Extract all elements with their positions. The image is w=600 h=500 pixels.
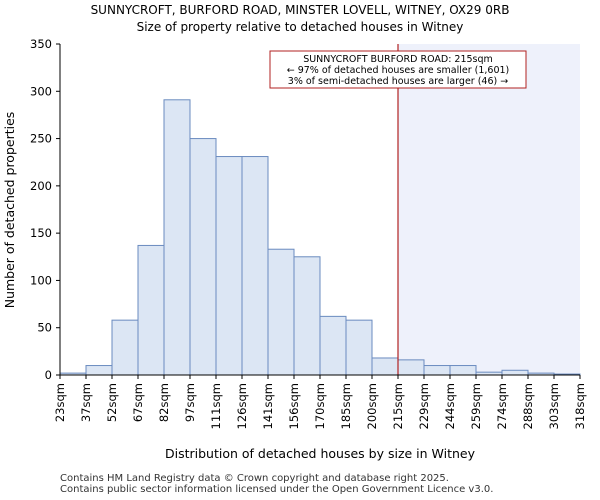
x-tick-label: 126sqm	[235, 383, 249, 429]
y-tick-label: 0	[45, 368, 52, 382]
x-axis-label: Distribution of detached houses by size …	[165, 446, 476, 461]
bar-82sqm	[163, 99, 191, 376]
footer-line-2: Contains public sector information licen…	[60, 484, 494, 495]
bar-67sqm	[137, 244, 165, 376]
x-tick-label: 215sqm	[391, 383, 405, 429]
y-tick-label: 250	[30, 132, 52, 146]
x-tick-label: 274sqm	[495, 383, 509, 429]
x-tick-label: 185sqm	[339, 383, 353, 429]
x-tick-label: 67sqm	[131, 383, 145, 422]
x-tick-label: 259sqm	[469, 383, 483, 429]
y-tick-label: 100	[30, 273, 52, 287]
x-tick-label: 97sqm	[183, 383, 197, 422]
annotation-line: SUNNYCROFT BURFORD ROAD: 215sqm	[303, 54, 493, 65]
chart-subtitle: Size of property relative to detached ho…	[136, 20, 464, 34]
x-tick-label: 229sqm	[417, 383, 431, 429]
x-tick-label: 141sqm	[261, 383, 275, 429]
x-tick-label: 200sqm	[365, 383, 379, 429]
bar-244sqm	[449, 365, 477, 376]
bar-200sqm	[371, 357, 399, 376]
x-tick-label: 23sqm	[53, 383, 67, 422]
bar-126sqm	[241, 156, 269, 376]
bar-141sqm	[267, 248, 295, 376]
bar-156sqm	[293, 256, 321, 376]
annotation-box	[269, 50, 527, 89]
bar-185sqm	[345, 319, 373, 376]
x-tick-label: 244sqm	[443, 383, 457, 429]
annotation-line: 3% of semi-detached houses are larger (4…	[288, 76, 508, 87]
bar-229sqm	[423, 365, 451, 376]
bar-111sqm	[215, 156, 243, 376]
y-tick-label: 300	[30, 84, 52, 98]
y-tick-label: 200	[30, 179, 52, 193]
chart-title: SUNNYCROFT, BURFORD ROAD, MINSTER LOVELL…	[90, 3, 510, 17]
bar-97sqm	[189, 138, 217, 376]
bar-215sqm	[397, 359, 425, 376]
y-tick-label: 150	[30, 226, 52, 240]
x-tick-label: 156sqm	[287, 383, 301, 429]
y-axis-label: Number of detached properties	[2, 112, 17, 309]
annotation-line: ← 97% of detached houses are smaller (1,…	[287, 65, 510, 76]
bar-37sqm	[85, 365, 113, 376]
x-tick-label: 82sqm	[157, 383, 171, 422]
x-tick-label: 52sqm	[105, 383, 119, 422]
x-tick-label: 111sqm	[209, 383, 223, 429]
y-tick-label: 350	[30, 37, 52, 51]
bar-274sqm	[501, 369, 529, 376]
x-tick-label: 303sqm	[547, 383, 561, 429]
y-tick-label: 50	[37, 321, 52, 335]
highlight-region	[398, 44, 580, 375]
x-tick-label: 37sqm	[79, 383, 93, 422]
x-tick-label: 288sqm	[521, 383, 535, 429]
footer-line-1: Contains HM Land Registry data © Crown c…	[60, 473, 449, 484]
bar-52sqm	[111, 319, 139, 376]
x-tick-label: 170sqm	[313, 383, 327, 429]
bar-170sqm	[319, 315, 347, 376]
x-tick-label: 318sqm	[573, 383, 587, 429]
